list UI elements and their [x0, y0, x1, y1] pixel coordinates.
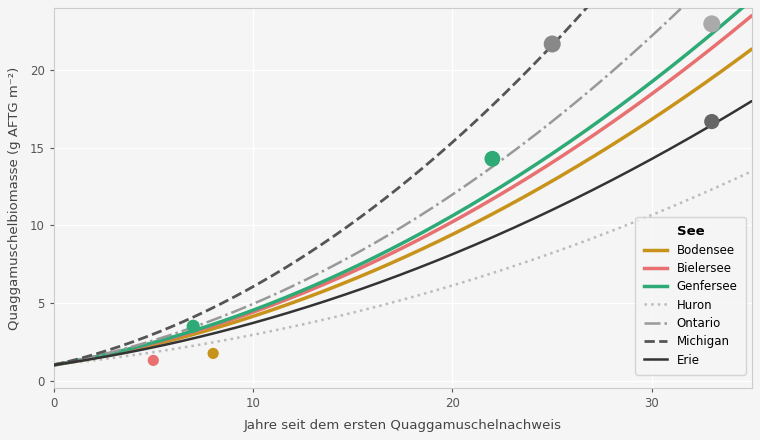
X-axis label: Jahre seit dem ersten Quaggamuschelnachweis: Jahre seit dem ersten Quaggamuschelnachw… [244, 419, 562, 432]
Legend: Bodensee, Bielersee, Genfersee, Huron, Ontario, Michigan, Erie: Bodensee, Bielersee, Genfersee, Huron, O… [635, 217, 746, 375]
Y-axis label: Quaggamuschelbiomasse (g AFTG m⁻²): Quaggamuschelbiomasse (g AFTG m⁻²) [8, 67, 21, 330]
Point [706, 20, 718, 27]
Point [147, 357, 160, 364]
Point [486, 155, 499, 162]
Point [706, 118, 718, 125]
Point [207, 350, 219, 357]
Point [187, 323, 199, 330]
Point [546, 40, 559, 48]
